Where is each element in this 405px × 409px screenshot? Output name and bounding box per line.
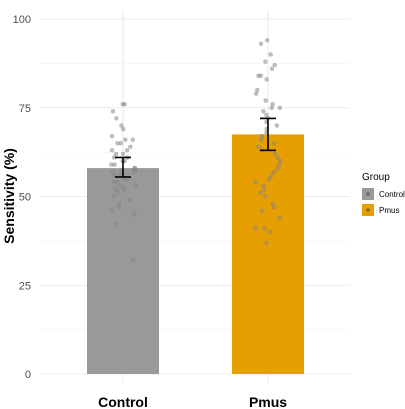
data-point bbox=[132, 169, 138, 174]
x-tick-label: Pmus bbox=[249, 394, 287, 409]
data-point bbox=[258, 73, 263, 79]
data-point bbox=[254, 91, 259, 96]
bars bbox=[87, 134, 304, 374]
data-point bbox=[270, 101, 275, 107]
data-point bbox=[272, 141, 277, 146]
data-point bbox=[272, 62, 277, 68]
y-tick-label: 100 bbox=[13, 14, 31, 26]
data-point bbox=[110, 109, 116, 114]
legend-label: Pmus bbox=[379, 206, 399, 215]
error-bar-control bbox=[115, 156, 131, 178]
y-axis-title: Sensitivity (%) bbox=[1, 148, 17, 244]
data-point bbox=[278, 158, 283, 164]
x-axis-ticks: Control Pmus bbox=[98, 394, 287, 409]
y-tick-label: 0 bbox=[25, 369, 31, 381]
legend: Group Control Pmus bbox=[362, 172, 405, 216]
data-point bbox=[116, 190, 121, 196]
data-point bbox=[120, 151, 126, 157]
data-point bbox=[110, 169, 116, 174]
error-bar-pmus bbox=[260, 117, 276, 152]
y-axis-ticks: 0 25 50 75 100 bbox=[13, 14, 31, 381]
data-point bbox=[263, 98, 268, 103]
y-tick-label: 25 bbox=[19, 280, 31, 292]
data-point bbox=[263, 194, 268, 199]
jitter-points bbox=[109, 38, 283, 263]
data-point bbox=[262, 226, 267, 231]
data-point bbox=[261, 183, 266, 189]
data-point bbox=[268, 52, 273, 57]
data-point bbox=[130, 137, 136, 142]
data-point bbox=[275, 165, 280, 171]
data-point bbox=[265, 38, 270, 43]
data-point bbox=[270, 201, 275, 206]
data-point bbox=[109, 208, 115, 213]
bar-pmus bbox=[232, 134, 304, 374]
data-point bbox=[114, 116, 119, 121]
data-point bbox=[272, 169, 277, 174]
data-point bbox=[259, 137, 264, 142]
data-point bbox=[112, 180, 117, 185]
data-point bbox=[120, 126, 126, 132]
data-point bbox=[255, 87, 260, 93]
data-point bbox=[272, 151, 278, 157]
data-point bbox=[267, 176, 272, 181]
data-point bbox=[269, 66, 275, 71]
data-point bbox=[277, 215, 283, 221]
legend-item-pmus: Pmus bbox=[362, 204, 399, 216]
legend-title: Group bbox=[362, 172, 390, 183]
data-point bbox=[131, 212, 137, 217]
data-point bbox=[113, 151, 119, 157]
legend-label: Control bbox=[379, 190, 405, 199]
data-point bbox=[122, 101, 127, 107]
legend-key-point bbox=[366, 208, 370, 212]
data-point bbox=[261, 109, 266, 114]
x-tick-label: Control bbox=[98, 394, 148, 409]
legend-item-control: Control bbox=[362, 188, 405, 200]
data-point bbox=[119, 123, 124, 128]
data-point bbox=[259, 133, 265, 139]
y-tick-label: 50 bbox=[19, 192, 31, 204]
data-point bbox=[124, 148, 130, 153]
data-point bbox=[113, 187, 119, 192]
data-point bbox=[113, 222, 119, 228]
data-point bbox=[258, 190, 263, 196]
data-point bbox=[119, 183, 124, 189]
data-point bbox=[264, 240, 269, 245]
data-point bbox=[269, 172, 274, 178]
data-point bbox=[109, 133, 115, 139]
data-point bbox=[263, 59, 268, 64]
data-point bbox=[253, 180, 258, 185]
data-point bbox=[258, 41, 264, 46]
data-point bbox=[262, 187, 267, 192]
y-tick-label: 75 bbox=[19, 103, 31, 115]
data-point bbox=[116, 204, 122, 210]
data-point bbox=[128, 144, 133, 150]
data-point bbox=[256, 144, 261, 150]
data-point bbox=[272, 204, 277, 210]
data-point bbox=[127, 197, 133, 203]
data-point bbox=[264, 77, 269, 82]
data-point bbox=[132, 165, 138, 171]
data-point bbox=[123, 137, 128, 142]
data-point bbox=[109, 162, 114, 167]
data-point bbox=[269, 105, 274, 111]
data-point bbox=[133, 183, 138, 189]
data-point bbox=[109, 148, 115, 153]
data-point bbox=[264, 112, 269, 118]
data-point bbox=[121, 187, 127, 192]
data-point bbox=[274, 123, 279, 128]
data-point bbox=[111, 194, 117, 199]
data-point bbox=[115, 141, 120, 146]
data-point bbox=[259, 208, 265, 213]
data-point bbox=[268, 229, 273, 235]
data-point bbox=[276, 162, 282, 167]
data-point bbox=[130, 258, 136, 263]
data-point bbox=[275, 155, 280, 160]
data-point bbox=[252, 226, 258, 231]
legend-key-point bbox=[366, 192, 370, 196]
data-point bbox=[277, 105, 282, 111]
bar-control bbox=[87, 168, 159, 374]
error-bars bbox=[115, 117, 276, 178]
